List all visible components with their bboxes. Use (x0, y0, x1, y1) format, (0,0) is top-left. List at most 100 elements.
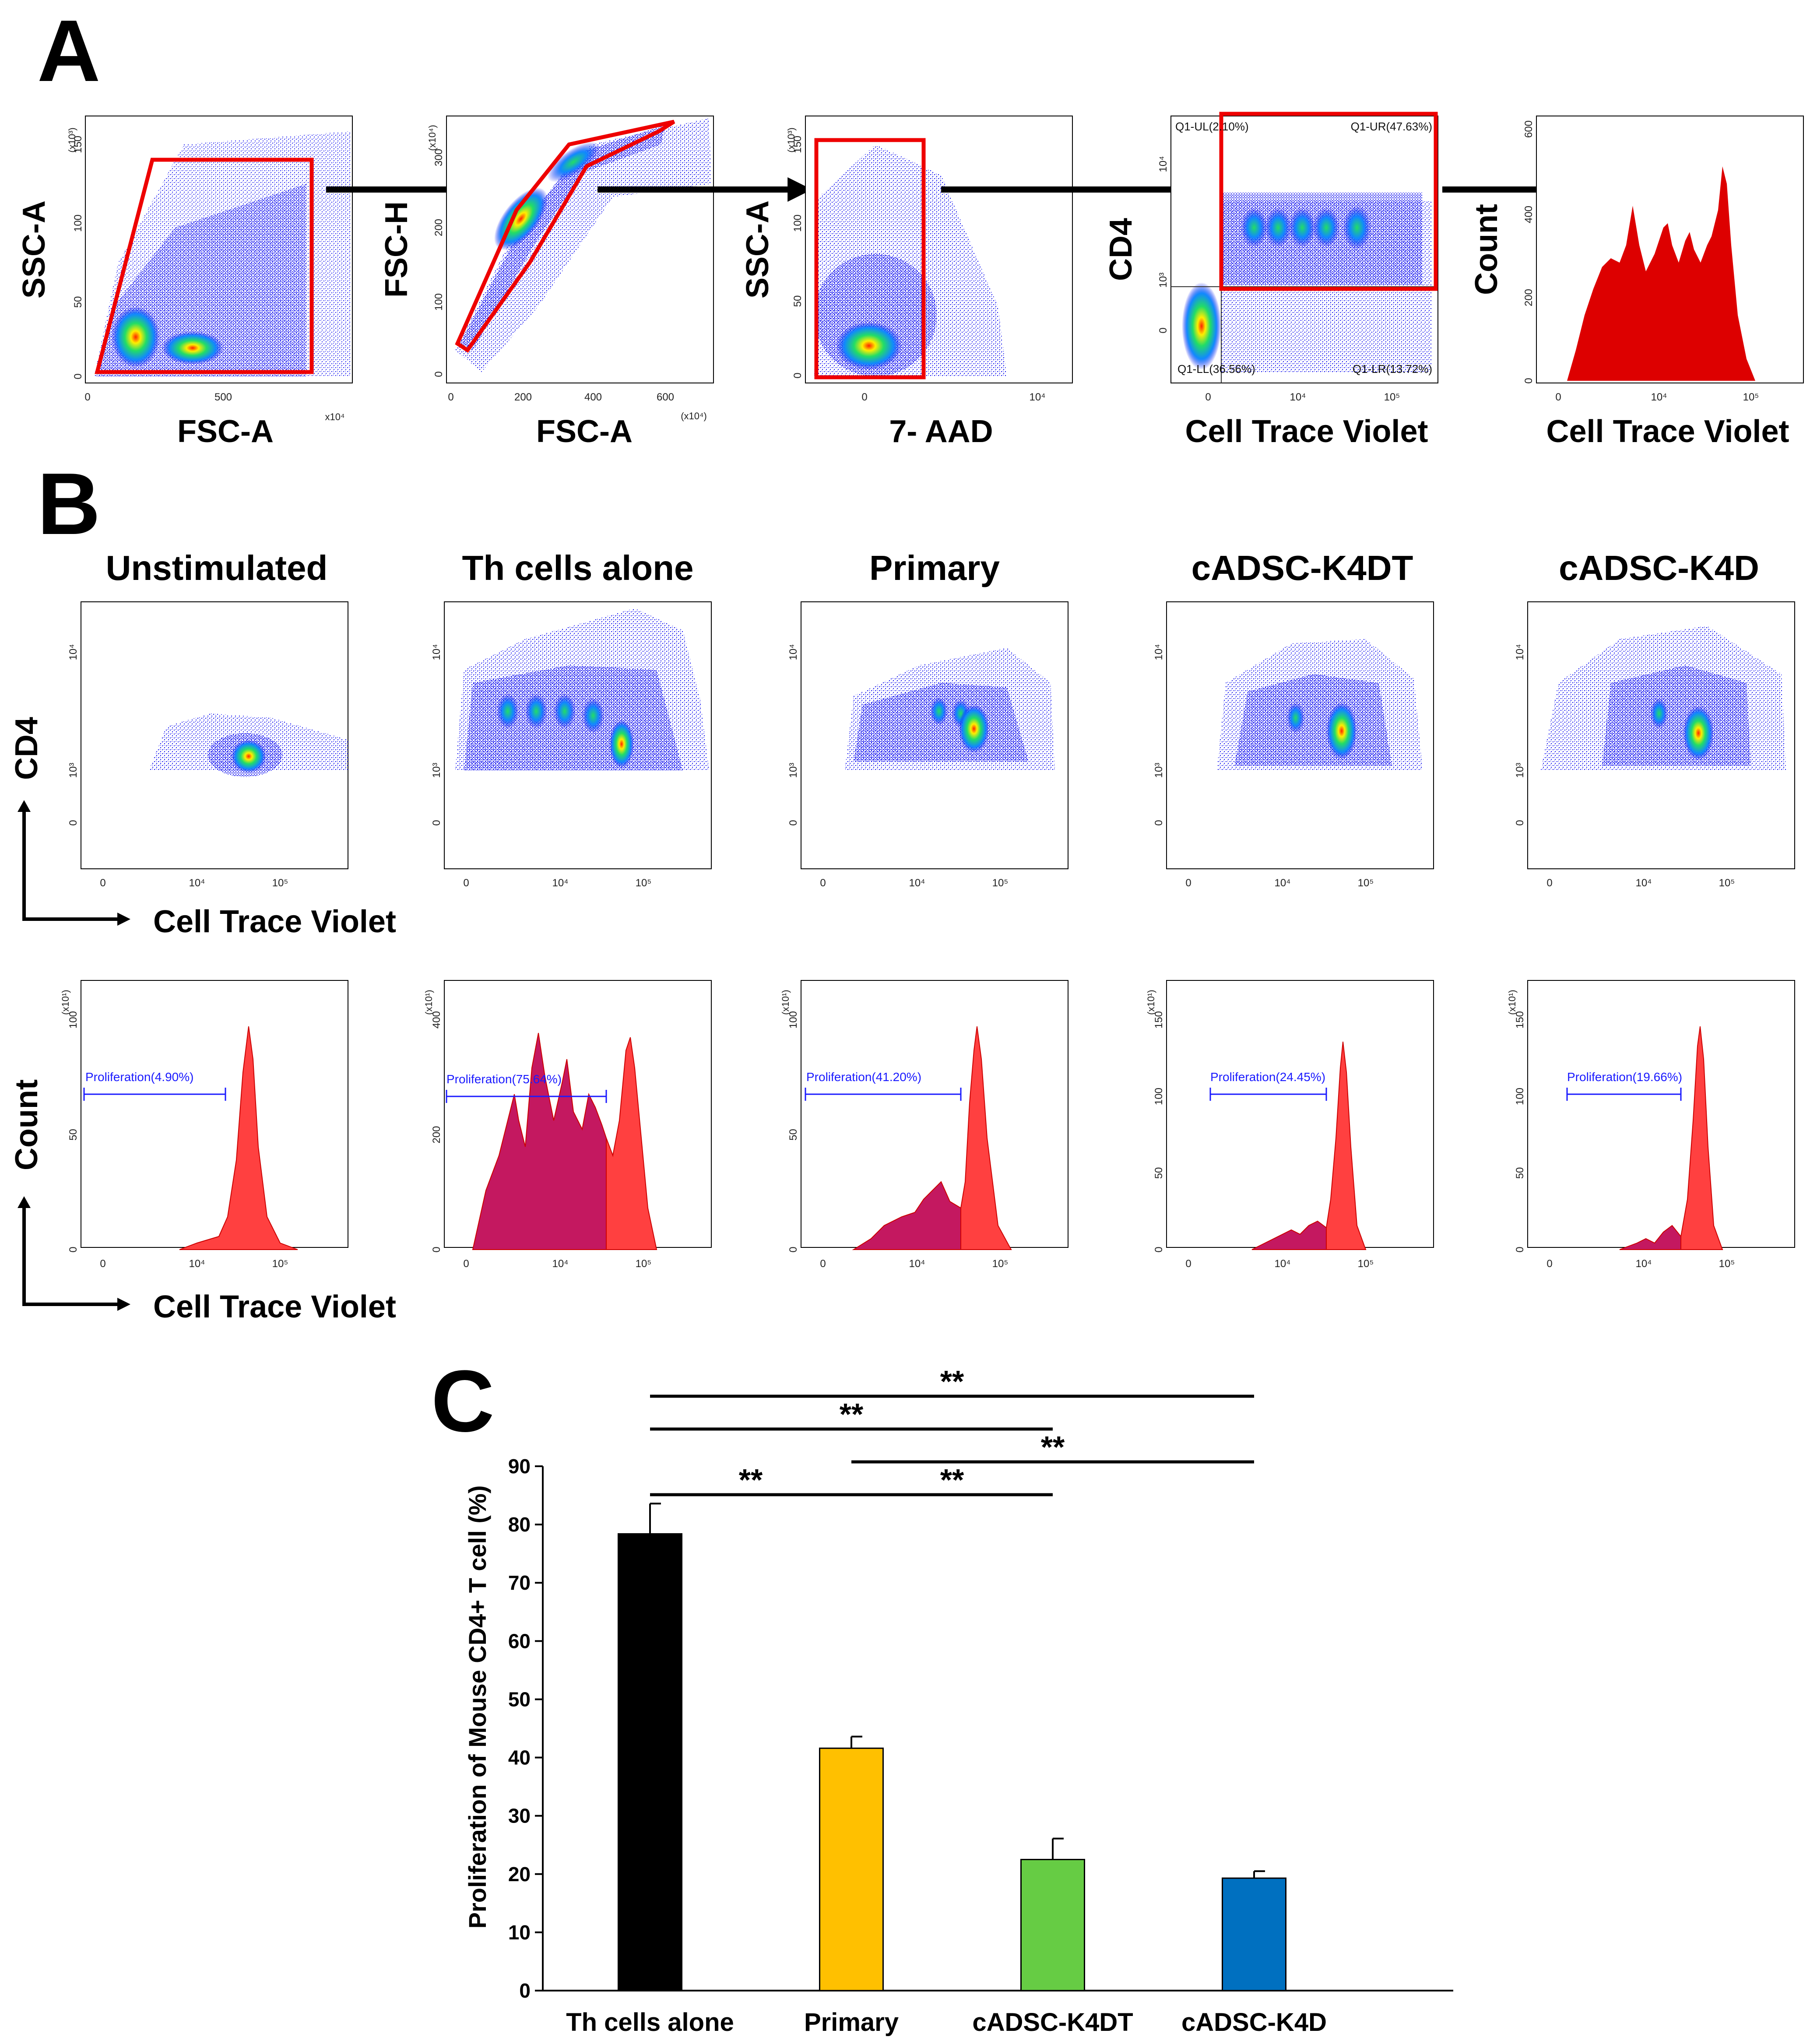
significance-label: ** (840, 1397, 864, 1431)
xlabel: FSC-A (536, 414, 633, 449)
gate-rect (814, 138, 926, 379)
panel-a: SSC-A FSC-A (x10³) x10⁴ 0 50 100 150 0 5… (17, 112, 1804, 449)
histogram-area (179, 1026, 298, 1250)
xlabel: Cell Trace Violet (1185, 414, 1428, 449)
significance-label: ** (739, 1463, 763, 1497)
y-tick: 0 (67, 1247, 79, 1252)
panel-label-b: B (37, 455, 100, 553)
x-tick: 10⁵ (272, 1258, 288, 1270)
ylabel: CD4 (1104, 218, 1139, 281)
y-tick-label: 10 (508, 1921, 531, 1944)
y-tick: 0 (431, 820, 443, 825)
condition-title: Unstimulated (106, 548, 328, 587)
category-label: Th cells alone (566, 2008, 734, 2037)
gating-plot-fsc-ssc: SSC-A FSC-A (x10³) x10⁴ 0 50 100 150 0 5… (17, 116, 353, 449)
x-tick: 400 (584, 391, 602, 403)
y-tick: 0 (1153, 820, 1165, 825)
bar (819, 1747, 884, 1991)
quadrant-label-ur: Q1-UR(47.63%) (1351, 120, 1432, 133)
x-tick: 0 (820, 1258, 826, 1270)
y-tick: 10⁴ (67, 644, 79, 660)
y-tick: 50 (1153, 1167, 1165, 1179)
y-tick: 50 (787, 1129, 799, 1141)
histogram-unstimulated: Proliferation(4.90%) (81, 980, 348, 1250)
y-tick: 200 (433, 219, 445, 236)
y-tick: 600 (1523, 120, 1535, 138)
proliferation-label: Proliferation(4.90%) (85, 1070, 193, 1084)
significance-label: ** (940, 1364, 964, 1398)
y-multiplier: (x10³) (67, 127, 77, 152)
y-tick: 0 (433, 371, 445, 377)
condition-title: cADSC-K4DT (1191, 548, 1413, 587)
x-tick: 10⁵ (636, 1258, 652, 1270)
x-tick: 0 (448, 391, 453, 403)
y-multiplier: (x10¹) (1146, 990, 1156, 1015)
dot-plot-cadsc-k4d (1527, 601, 1795, 869)
x-multiplier: x10⁴ (325, 411, 345, 422)
y-tick: 10³ (1514, 763, 1526, 778)
condition-title: cADSC-K4D (1559, 548, 1759, 587)
y-tick-label: 40 (508, 1746, 531, 1769)
x-tick: 10⁵ (272, 877, 288, 889)
condition-title: Th cells alone (462, 548, 693, 587)
xlabel: Cell Trace Violet (1546, 414, 1789, 449)
x-tick: 10⁴ (552, 877, 568, 889)
category-label: cADSC-K4D (1181, 2008, 1327, 2037)
x-tick: 10⁵ (636, 877, 652, 889)
histogram-primary: Proliferation(41.20%) (801, 980, 1068, 1250)
chart-ylabel: Proliferation of Mouse CD4+ T cell (%) (464, 1486, 491, 1929)
y-tick-label: 30 (508, 1805, 531, 1827)
y-tick: 10⁴ (1157, 156, 1169, 172)
panel-b: Unstimulated Th cells alone Primary cADS… (9, 548, 1795, 1324)
y-tick: 10⁴ (431, 644, 443, 660)
x-tick: 10⁵ (992, 877, 1009, 889)
significance-label: ** (940, 1463, 964, 1497)
gating-plot-cd4: Q1-UL(2.10%) Q1-UR(47.63%) Q1-LL(36.56%)… (1104, 112, 1438, 449)
y-tick: 0 (1157, 327, 1169, 333)
ylabel: SSC-A (17, 200, 52, 299)
y-tick: 50 (792, 295, 804, 307)
y-tick: 100 (1153, 1088, 1165, 1105)
y-tick: 0 (1514, 1247, 1526, 1252)
significance-label: ** (1041, 1430, 1065, 1464)
gating-plot-singlets: FSC-H FSC-A (x10⁴) (x10⁴) 0 100 200 300 … (379, 116, 714, 449)
chart-significance: ** ** ** ** ** (650, 1364, 1254, 1497)
y-tick: 100 (433, 293, 445, 311)
x-tick: 10⁴ (1635, 1258, 1652, 1270)
x-tick: 0 (100, 877, 105, 889)
y-multiplier: (x10¹) (423, 990, 434, 1015)
y-tick: 100 (67, 1011, 79, 1029)
x-tick: 10⁴ (1274, 877, 1290, 889)
dot-plot-th-cells-alone (444, 601, 712, 869)
quadrant-label-ll: Q1-LL(36.56%) (1177, 362, 1255, 376)
x-tick: 10⁴ (552, 1258, 568, 1270)
y-tick: 0 (787, 820, 799, 825)
ylabel: Count (1469, 204, 1504, 295)
condition-title: Primary (869, 548, 1000, 587)
proliferation-label: Proliferation(19.66%) (1567, 1070, 1682, 1084)
bar (1222, 1877, 1286, 1991)
y-tick-label: 60 (508, 1630, 531, 1652)
y-tick-label: 80 (508, 1513, 531, 1536)
quadrant-label-ul: Q1-UL(2.10%) (1175, 120, 1249, 133)
x-tick: 10⁵ (1719, 1258, 1735, 1270)
y-tick: 200 (1523, 289, 1535, 306)
x-tick: 0 (1185, 877, 1191, 889)
histogram-area (472, 1033, 607, 1250)
y-tick: 150 (792, 136, 804, 153)
y-tick-label: 20 (508, 1863, 531, 1886)
y-tick: 100 (787, 1011, 799, 1029)
dot-plot-unstimulated (81, 601, 348, 869)
y-tick: 150 (72, 136, 84, 153)
y-tick: 50 (1514, 1167, 1526, 1179)
y-tick: 10³ (1157, 273, 1169, 288)
y-tick: 10³ (431, 763, 443, 778)
dot-plot-cadsc-k4dt (1166, 601, 1434, 869)
x-tick: 0 (1185, 1258, 1191, 1270)
histogram-th-cells-alone: Proliferation(75.64%) (444, 980, 712, 1250)
y-tick: 100 (792, 214, 804, 232)
y-tick: 0 (1153, 1247, 1165, 1252)
y-tick-label: 0 (519, 1979, 531, 2002)
x-tick: 10⁵ (1358, 1258, 1374, 1270)
x-tick: 0 (463, 1258, 469, 1270)
